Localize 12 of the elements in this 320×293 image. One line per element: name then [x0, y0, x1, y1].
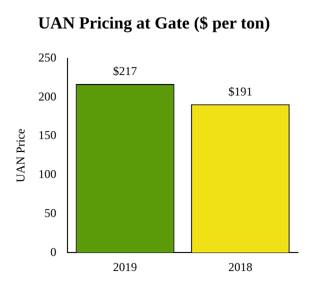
data-label: $191	[228, 84, 252, 98]
y-tick-label: 200	[38, 89, 56, 104]
data-label: $217	[113, 64, 138, 78]
y-axis-title: UAN Price	[13, 128, 28, 182]
y-tick-label: 150	[38, 128, 56, 142]
y-tick-label: 100	[38, 167, 56, 182]
chart-title: UAN Pricing at Gate ($ per ton)	[38, 14, 270, 33]
y-tick-label: 250	[38, 50, 56, 65]
y-tick-label: 0	[50, 244, 56, 259]
x-tick-label: 2018	[228, 260, 252, 274]
x-tick-label: 2019	[113, 260, 138, 274]
y-tick-label: 50	[44, 206, 56, 220]
